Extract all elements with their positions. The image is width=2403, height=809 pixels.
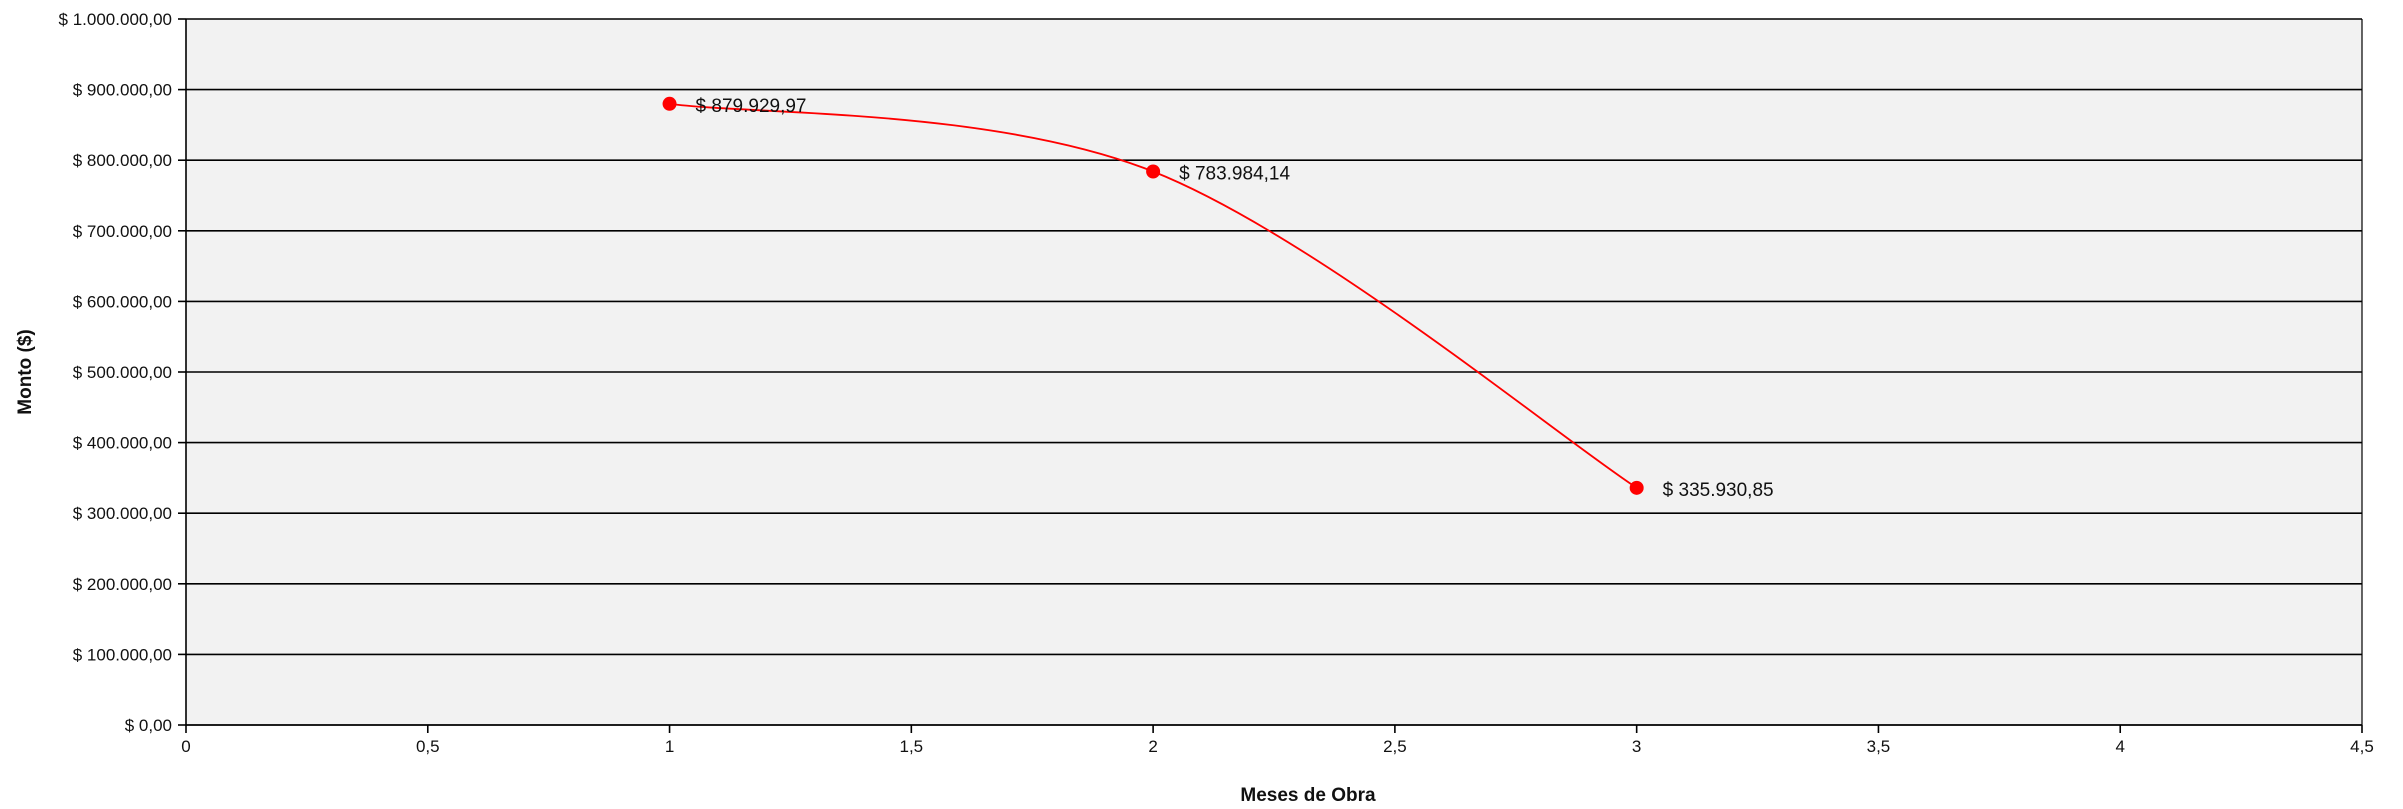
x-axis-title: Meses de Obra xyxy=(1240,785,1376,806)
x-tick-label: 4 xyxy=(2115,737,2124,756)
y-tick-labels: $ 0,00 $ 100.000,00 $ 200.000,00 $ 300.000,… xyxy=(59,10,172,735)
data-label: $ 879.929,97 xyxy=(696,96,807,117)
y-axis-title: Monto ($) xyxy=(15,329,36,414)
data-label: $ 783.984,14 xyxy=(1179,164,1290,185)
x-tick-label: 4,5 xyxy=(2350,737,2374,756)
y-tick-label: $ 600.000,00 xyxy=(73,292,172,311)
y-tick-label: $ 800.000,00 xyxy=(73,151,172,170)
x-tick-labels: 0 0,5 1 1,5 2 2,5 3 3,5 4 4,5 xyxy=(181,737,2374,756)
x-tick-label: 0,5 xyxy=(416,737,440,756)
y-tick-label: $ 200.000,00 xyxy=(73,575,172,594)
y-tick-label: $ 700.000,00 xyxy=(73,222,172,241)
data-labels: $ 879.929,97 $ 783.984,14 $ 335.930,85 xyxy=(696,96,1774,501)
y-tick-label: $ 500.000,00 xyxy=(73,363,172,382)
y-tick-label: $ 0,00 xyxy=(125,716,172,735)
y-tick-label: $ 100.000,00 xyxy=(73,645,172,664)
x-tick-label: 3,5 xyxy=(1867,737,1891,756)
data-point xyxy=(1629,480,1644,495)
x-tick-label: 2 xyxy=(1148,737,1157,756)
x-tick-label: 0 xyxy=(181,737,190,756)
data-point xyxy=(1146,164,1161,179)
y-tick-label: $ 900.000,00 xyxy=(73,81,172,100)
y-tick-label: $ 400.000,00 xyxy=(73,434,172,453)
y-tick-label: $ 300.000,00 xyxy=(73,504,172,523)
x-tick-label: 1,5 xyxy=(900,737,924,756)
x-tick-label: 2,5 xyxy=(1383,737,1407,756)
data-label: $ 335.930,85 xyxy=(1663,480,1774,501)
y-tick-label: $ 1.000.000,00 xyxy=(59,10,172,29)
series xyxy=(662,96,1644,495)
gridlines xyxy=(178,18,2362,726)
x-tick-label: 1 xyxy=(665,737,674,756)
x-tick-label: 3 xyxy=(1632,737,1641,756)
data-point xyxy=(662,96,677,111)
axes xyxy=(185,19,2363,733)
